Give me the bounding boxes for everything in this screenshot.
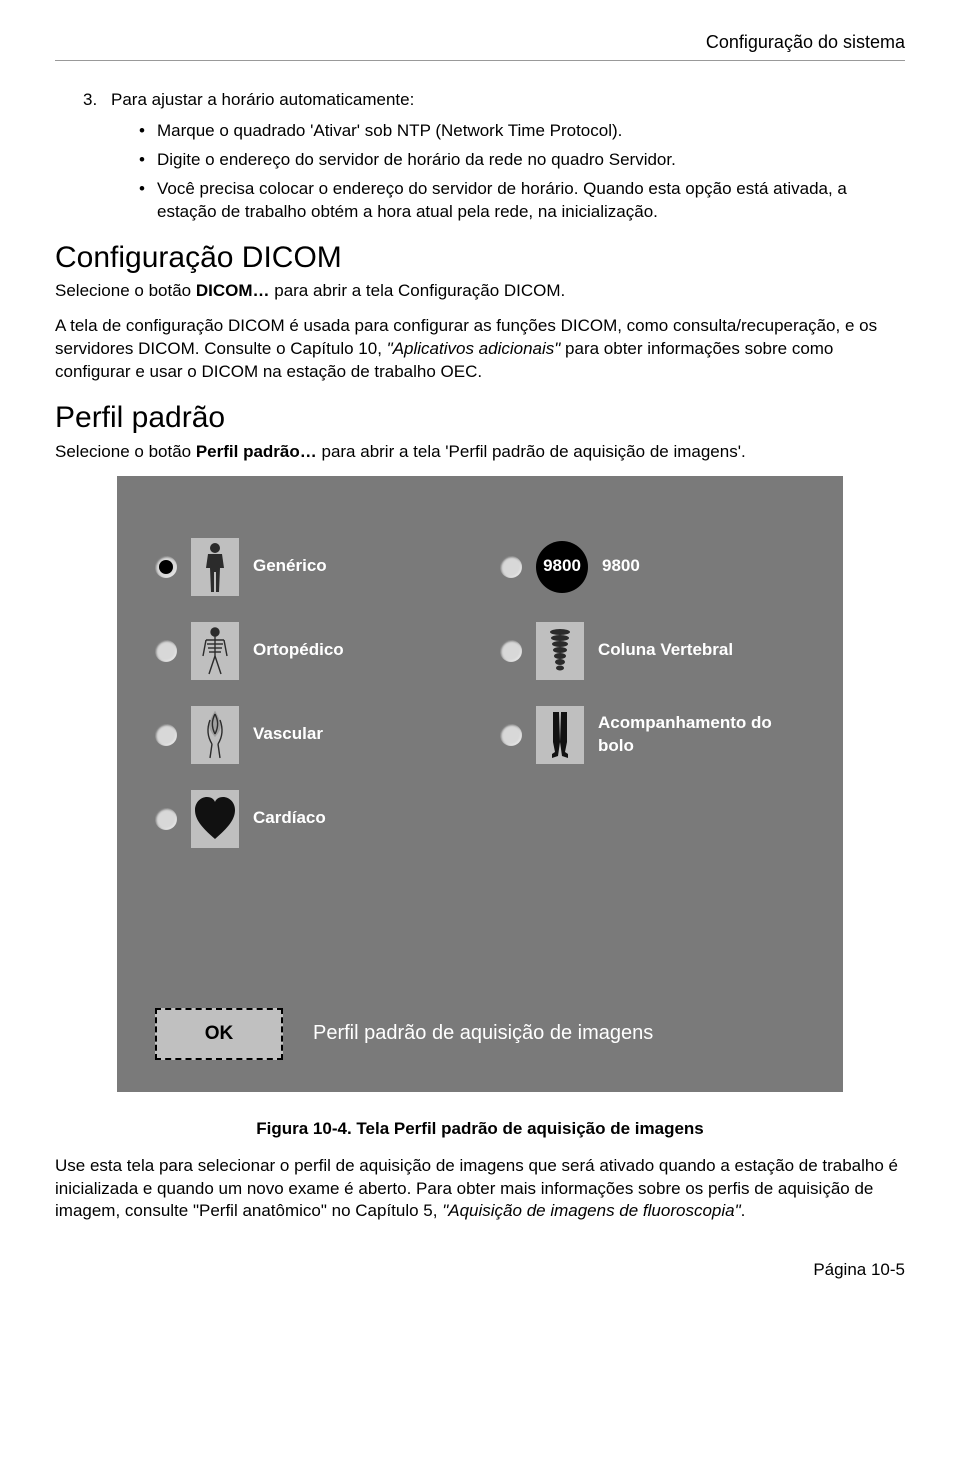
ok-button[interactable]: OK bbox=[155, 1008, 283, 1060]
skeleton-icon bbox=[191, 622, 239, 680]
text: . bbox=[741, 1201, 746, 1220]
heart-icon bbox=[191, 790, 239, 848]
profile-option-9800[interactable]: 9800 9800 bbox=[500, 538, 805, 596]
profile-option-generico[interactable]: Genérico bbox=[155, 538, 460, 596]
profile-label-cardiaco: Cardíaco bbox=[253, 807, 326, 830]
text: Selecione o botão bbox=[55, 442, 196, 461]
profile-label-9800: 9800 bbox=[602, 555, 640, 578]
text: Selecione o botão bbox=[55, 281, 196, 300]
dicom-heading: Configuração DICOM bbox=[55, 238, 905, 279]
profile-label-generico: Genérico bbox=[253, 555, 327, 578]
profile-label-vascular: Vascular bbox=[253, 723, 323, 746]
radio-coluna[interactable] bbox=[500, 640, 522, 662]
spine-icon bbox=[536, 622, 584, 680]
badge-9800-icon: 9800 bbox=[536, 541, 588, 593]
dicom-intro: Selecione o botão DICOM… para abrir a te… bbox=[55, 280, 905, 303]
body-icon bbox=[191, 538, 239, 596]
perfil-button-name: Perfil padrão… bbox=[196, 442, 317, 461]
profile-option-vascular[interactable]: Vascular bbox=[155, 706, 460, 764]
profile-option-cardiaco[interactable]: Cardíaco bbox=[155, 790, 460, 848]
text: para abrir a tela 'Perfil padrão de aqui… bbox=[317, 442, 746, 461]
legs-icon bbox=[536, 706, 584, 764]
radio-generico[interactable] bbox=[155, 556, 177, 578]
bullet-item: Digite o endereço do servidor de horário… bbox=[139, 149, 905, 172]
radio-9800[interactable] bbox=[500, 556, 522, 578]
chapter-ref: "Aquisição de imagens de fluoroscopia" bbox=[442, 1201, 740, 1220]
perfil-intro: Selecione o botão Perfil padrão… para ab… bbox=[55, 441, 905, 464]
profile-selection-panel: Genérico 9800 9800 Ortopédico Coluna Vertebr… bbox=[117, 476, 843, 1092]
page-header-title: Configuração do sistema bbox=[55, 30, 905, 54]
profile-options-grid: Genérico 9800 9800 Ortopédico Coluna Vertebr… bbox=[155, 538, 805, 848]
step-3-text: Para ajustar a horário automaticamente: bbox=[111, 89, 414, 112]
perfil-heading: Perfil padrão bbox=[55, 398, 905, 439]
profile-label-coluna: Coluna Vertebral bbox=[598, 639, 733, 662]
radio-bolo[interactable] bbox=[500, 724, 522, 746]
panel-footer: OK Perfil padrão de aquisição de imagens bbox=[155, 1008, 805, 1060]
radio-cardiaco[interactable] bbox=[155, 808, 177, 830]
dicom-button-name: DICOM… bbox=[196, 281, 270, 300]
step-3-number: 3. bbox=[83, 89, 111, 112]
bullet-item: Você precisa colocar o endereço do servi… bbox=[139, 178, 905, 224]
page-number: Página 10-5 bbox=[55, 1259, 905, 1282]
profile-label-bolo: Acompanhamento do bolo bbox=[598, 712, 805, 758]
profile-option-coluna[interactable]: Coluna Vertebral bbox=[500, 622, 805, 680]
closing-paragraph: Use esta tela para selecionar o perfil d… bbox=[55, 1155, 905, 1224]
text: para abrir a tela Configuração DICOM. bbox=[270, 281, 566, 300]
radio-ortopedico[interactable] bbox=[155, 640, 177, 662]
radio-vascular[interactable] bbox=[155, 724, 177, 746]
chapter-ref: "Aplicativos adicionais" bbox=[387, 339, 561, 358]
panel-inside-caption: Perfil padrão de aquisição de imagens bbox=[313, 1020, 653, 1047]
dicom-body: A tela de configuração DICOM é usada par… bbox=[55, 315, 905, 384]
step-3: 3. Para ajustar a horário automaticament… bbox=[55, 89, 905, 112]
figure-caption: Figura 10-4. Tela Perfil padrão de aquis… bbox=[55, 1118, 905, 1141]
header-rule bbox=[55, 60, 905, 61]
step-3-bullets: Marque o quadrado 'Ativar' sob NTP (Netw… bbox=[55, 120, 905, 224]
vessels-icon bbox=[191, 706, 239, 764]
bullet-item: Marque o quadrado 'Ativar' sob NTP (Netw… bbox=[139, 120, 905, 143]
profile-option-ortopedico[interactable]: Ortopédico bbox=[155, 622, 460, 680]
profile-option-bolo[interactable]: Acompanhamento do bolo bbox=[500, 706, 805, 764]
profile-label-ortopedico: Ortopédico bbox=[253, 639, 344, 662]
